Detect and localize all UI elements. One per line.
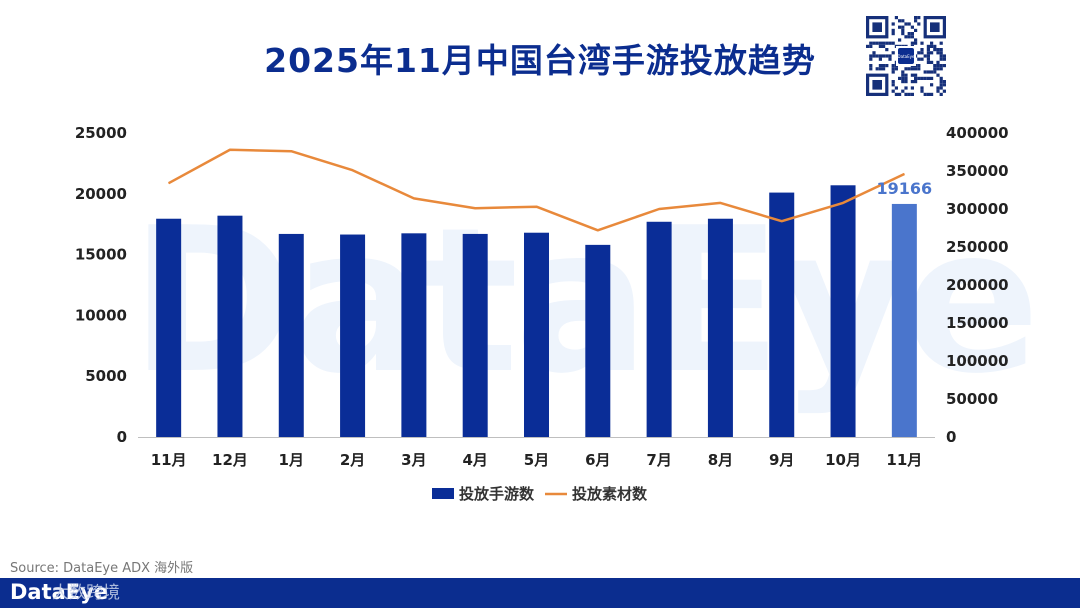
line-point bbox=[474, 207, 476, 209]
bar bbox=[401, 233, 427, 437]
line-point bbox=[536, 206, 537, 208]
y-right-tick-label: 300000 bbox=[946, 200, 1009, 218]
series-line bbox=[168, 148, 905, 232]
line-point bbox=[903, 173, 905, 175]
x-tick-label: 4月 bbox=[462, 451, 487, 469]
y-left-tick-label: 15000 bbox=[75, 246, 127, 264]
y-left-tick-label: 0 bbox=[117, 428, 127, 446]
bar bbox=[156, 218, 182, 437]
bar bbox=[830, 185, 856, 437]
line-point bbox=[781, 220, 783, 222]
footer-cn-brand: 大数跨境 bbox=[52, 583, 120, 603]
bar bbox=[646, 221, 672, 437]
y-left-tick-label: 25000 bbox=[75, 124, 127, 142]
legend-swatch-bar bbox=[432, 488, 454, 499]
y-right-tick-label: 50000 bbox=[946, 390, 998, 408]
x-tick-label: 12月 bbox=[212, 451, 248, 469]
legend-label-line: 投放素材数 bbox=[572, 485, 648, 503]
bar bbox=[585, 244, 611, 437]
line-point bbox=[842, 202, 844, 204]
line-point bbox=[719, 202, 721, 204]
y-right-tick-label: 100000 bbox=[946, 352, 1009, 370]
x-tick-label: 10月 bbox=[825, 451, 861, 469]
bar bbox=[217, 215, 243, 437]
line-point bbox=[229, 149, 231, 151]
x-tick-label: 11月 bbox=[886, 451, 922, 469]
data-label: 19166 bbox=[877, 179, 933, 198]
x-tick-label: 11月 bbox=[151, 451, 187, 469]
y-right-tick-label: 150000 bbox=[946, 314, 1009, 332]
line-point bbox=[413, 197, 415, 199]
y-right-tick-label: 0 bbox=[946, 428, 956, 446]
y-left-tick-label: 20000 bbox=[75, 185, 127, 203]
x-tick-label: 5月 bbox=[524, 451, 549, 469]
line-point bbox=[290, 150, 292, 152]
x-tick-label: 8月 bbox=[708, 451, 733, 469]
line-point bbox=[658, 208, 660, 210]
footer-bar bbox=[0, 578, 1080, 608]
y-left-tick-label: 10000 bbox=[75, 306, 127, 324]
bar bbox=[524, 232, 549, 437]
bar bbox=[340, 234, 366, 437]
line-point bbox=[597, 229, 599, 231]
bar bbox=[769, 192, 795, 437]
y-right-tick-label: 200000 bbox=[946, 276, 1009, 294]
legend-label-bar: 投放手游数 bbox=[459, 485, 535, 503]
bar bbox=[462, 233, 488, 437]
qr-code: DataEye bbox=[866, 16, 946, 96]
x-tick-label: 3月 bbox=[401, 451, 426, 469]
line-point bbox=[352, 169, 354, 171]
y-right-tick-label: 350000 bbox=[946, 162, 1009, 180]
page-title: 2025年11月中国台湾手游投放趋势 bbox=[264, 41, 816, 80]
bar bbox=[891, 203, 917, 437]
x-tick-label: 7月 bbox=[646, 451, 671, 469]
x-tick-label: 1月 bbox=[279, 451, 304, 469]
x-tick-label: 6月 bbox=[585, 451, 610, 469]
line-point bbox=[168, 182, 170, 184]
bar bbox=[707, 218, 733, 437]
qr-center-label: DataEye bbox=[898, 54, 915, 59]
bar bbox=[278, 233, 304, 437]
footer-brand-logo: DataEye bbox=[10, 580, 109, 604]
y-left-tick-label: 5000 bbox=[85, 367, 127, 385]
source-note: Source: DataEye ADX 海外版 bbox=[10, 561, 194, 576]
x-tick-label: 9月 bbox=[769, 451, 794, 469]
y-right-tick-label: 250000 bbox=[946, 238, 1009, 256]
y-right-tick-label: 400000 bbox=[946, 124, 1009, 142]
x-tick-label: 2月 bbox=[340, 451, 365, 469]
